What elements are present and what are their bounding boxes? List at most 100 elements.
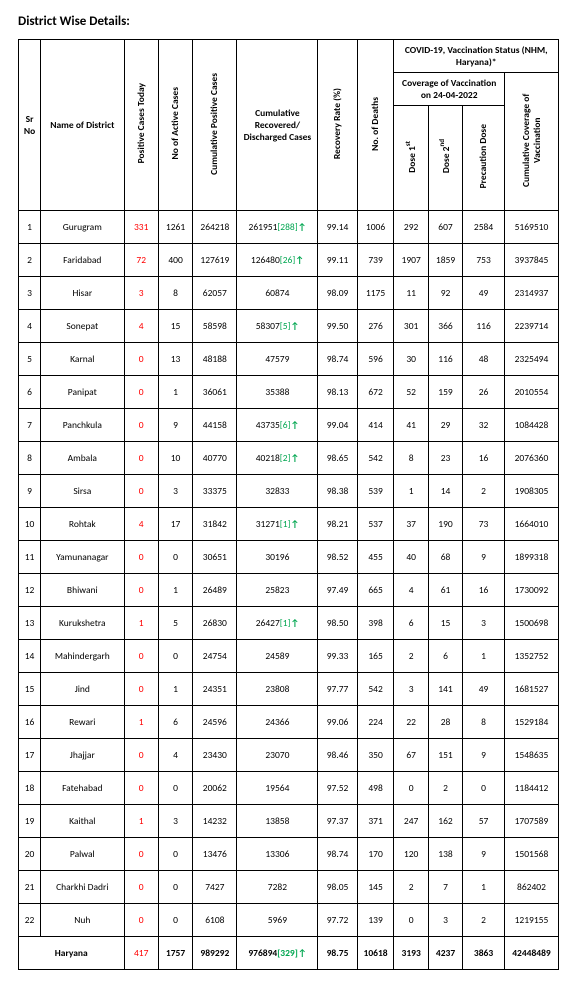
cell-cov: 1899318 [504, 541, 558, 574]
cell-d2: 29 [428, 409, 462, 442]
cell-rec: 26427[1]↑ [237, 607, 318, 640]
table-row: 21Charkhi Dadri007427728298.051452718624… [19, 871, 559, 904]
cell-cov: 1501568 [504, 838, 558, 871]
cell-d2: 1859 [428, 244, 462, 277]
cell-active: 1 [158, 574, 192, 607]
cell-d2: 159 [428, 376, 462, 409]
cell-cum: 14232 [193, 805, 237, 838]
cell-name: Sonepat [41, 310, 124, 343]
cell-cum: 6108 [193, 904, 237, 937]
cell-name: Rohtak [41, 508, 124, 541]
cell-d2: 151 [428, 739, 462, 772]
cell-rate: 99.04 [318, 409, 357, 442]
cell-rate: 99.14 [318, 211, 357, 244]
cell-deaths: 398 [357, 607, 394, 640]
cell-prec: 3 [463, 607, 505, 640]
cell-sr: 18 [19, 772, 41, 805]
cell-cum: 31842 [193, 508, 237, 541]
cell-rate: 98.46 [318, 739, 357, 772]
cell-cum: 23430 [193, 739, 237, 772]
cell-rate: 98.74 [318, 343, 357, 376]
cell-active: 10 [158, 442, 192, 475]
cell-deaths: 739 [357, 244, 394, 277]
cell-prec: 26 [463, 376, 505, 409]
cell-sr: 12 [19, 574, 41, 607]
cell-deaths: 542 [357, 442, 394, 475]
cell-d1: 0 [394, 772, 428, 805]
cell-sr: 7 [19, 409, 41, 442]
cell-d2: 15 [428, 607, 462, 640]
cell-deaths: 1175 [357, 277, 394, 310]
cell-rec: 13858 [237, 805, 318, 838]
cell-sr: 1 [19, 211, 41, 244]
cell-rec: 25823 [237, 574, 318, 607]
cell-rate: 98.21 [318, 508, 357, 541]
cell-sr: 20 [19, 838, 41, 871]
cell-name: Jind [41, 673, 124, 706]
cell-d2: 92 [428, 277, 462, 310]
cell-deaths: 414 [357, 409, 394, 442]
cell-today: 1 [124, 706, 158, 739]
cell-active: 400 [158, 244, 192, 277]
cell-rate: 97.49 [318, 574, 357, 607]
cell-sr: 10 [19, 508, 41, 541]
cell-cum: 264218 [193, 211, 237, 244]
col-coverage-group: Coverage of Vaccination on 24-04-2022 [394, 73, 504, 106]
cell-prec: 57 [463, 805, 505, 838]
cell-name: Faridabad [41, 244, 124, 277]
table-row: 3Hisar38620576087498.0911751192492314937 [19, 277, 559, 310]
cell-rate: 99.11 [318, 244, 357, 277]
table-row: 20Palwal00134761330698.74170120138915015… [19, 838, 559, 871]
cell-active: 5 [158, 607, 192, 640]
cell-name: Sirsa [41, 475, 124, 508]
cell-cov: 1500698 [504, 607, 558, 640]
cell-d2: 138 [428, 838, 462, 871]
cell-active: 13 [158, 343, 192, 376]
cell-today: 3 [124, 277, 158, 310]
cell-deaths: 539 [357, 475, 394, 508]
cell-total-d2: 4237 [428, 937, 462, 970]
cell-rate: 99.06 [318, 706, 357, 739]
cell-cov: 2010554 [504, 376, 558, 409]
cell-deaths: 537 [357, 508, 394, 541]
cell-rec: 23070 [237, 739, 318, 772]
col-active: No of Active Cases [158, 40, 192, 211]
col-dose1: Dose 1st [394, 106, 428, 211]
cell-today: 0 [124, 343, 158, 376]
cell-d1: 37 [394, 508, 428, 541]
cell-sr: 21 [19, 871, 41, 904]
cell-d2: 190 [428, 508, 462, 541]
col-deaths: No. of Deaths [357, 40, 394, 211]
cell-total-today: 417 [124, 937, 158, 970]
cell-today: 0 [124, 871, 158, 904]
cell-d1: 2 [394, 640, 428, 673]
cell-d1: 11 [394, 277, 428, 310]
cell-d2: 7 [428, 871, 462, 904]
cell-today: 0 [124, 574, 158, 607]
cell-name: Fatehabad [41, 772, 124, 805]
cell-deaths: 224 [357, 706, 394, 739]
cell-rate: 98.74 [318, 838, 357, 871]
cell-rec: 5969 [237, 904, 318, 937]
cell-prec: 2584 [463, 211, 505, 244]
col-vacc-group: COVID-19, Vaccination Status (NHM, Harya… [394, 40, 559, 73]
cell-cov: 2076360 [504, 442, 558, 475]
cell-d1: 120 [394, 838, 428, 871]
cell-d1: 247 [394, 805, 428, 838]
cell-deaths: 1006 [357, 211, 394, 244]
table-row: 5Karnal013481884757998.74596301164823254… [19, 343, 559, 376]
cell-today: 4 [124, 310, 158, 343]
cell-rate: 97.72 [318, 904, 357, 937]
cell-cum: 26489 [193, 574, 237, 607]
cell-rate: 99.50 [318, 310, 357, 343]
cell-active: 3 [158, 475, 192, 508]
cell-cov: 2314937 [504, 277, 558, 310]
cell-cov: 1730092 [504, 574, 558, 607]
cell-d1: 8 [394, 442, 428, 475]
cell-d2: 6 [428, 640, 462, 673]
cell-name: Panchkula [41, 409, 124, 442]
cell-rec: 24366 [237, 706, 318, 739]
cell-cum: 7427 [193, 871, 237, 904]
cell-sr: 16 [19, 706, 41, 739]
cell-prec: 2 [463, 904, 505, 937]
